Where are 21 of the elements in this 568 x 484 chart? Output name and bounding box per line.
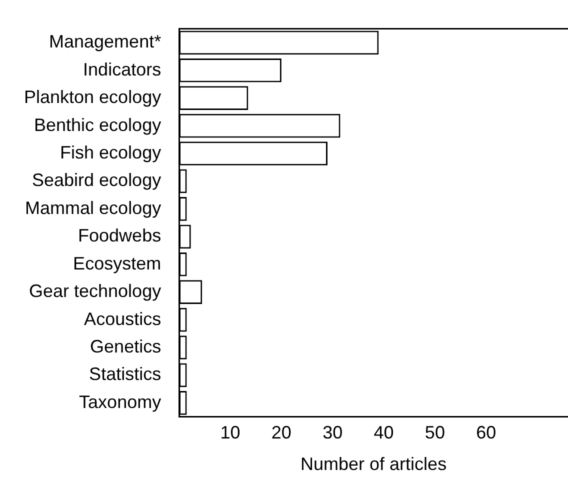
y-tick-label: Mammal ecology bbox=[25, 198, 162, 218]
x-tick-label: 30 bbox=[322, 422, 343, 443]
y-tick-label: Fish ecology bbox=[60, 142, 162, 162]
y-tick-label: Indicators bbox=[83, 59, 162, 80]
y-tick-label: Ecosystem bbox=[73, 253, 162, 274]
x-tick-label: 50 bbox=[424, 422, 445, 443]
y-tick-label: Statistics bbox=[89, 364, 162, 384]
x-tick-label: 60 bbox=[476, 422, 496, 443]
y-tick-label: Seabird ecology bbox=[32, 170, 162, 190]
x-tick-label: 20 bbox=[271, 422, 292, 443]
y-tick-label: Taxonomy bbox=[79, 392, 162, 412]
y-tick-label: Genetics bbox=[90, 336, 162, 356]
x-tick-label: 10 bbox=[220, 422, 240, 443]
y-tick-label: Foodwebs bbox=[78, 226, 162, 246]
y-tick-label: Acoustics bbox=[84, 308, 162, 329]
y-tick-label: Plankton ecology bbox=[24, 87, 162, 108]
y-tick-label: Gear technology bbox=[29, 281, 162, 302]
y-tick-label: Management* bbox=[49, 32, 162, 52]
x-tick-label: 40 bbox=[374, 422, 394, 443]
x-axis-title: Number of articles bbox=[300, 454, 447, 474]
y-tick-label: Benthic ecology bbox=[34, 114, 162, 135]
